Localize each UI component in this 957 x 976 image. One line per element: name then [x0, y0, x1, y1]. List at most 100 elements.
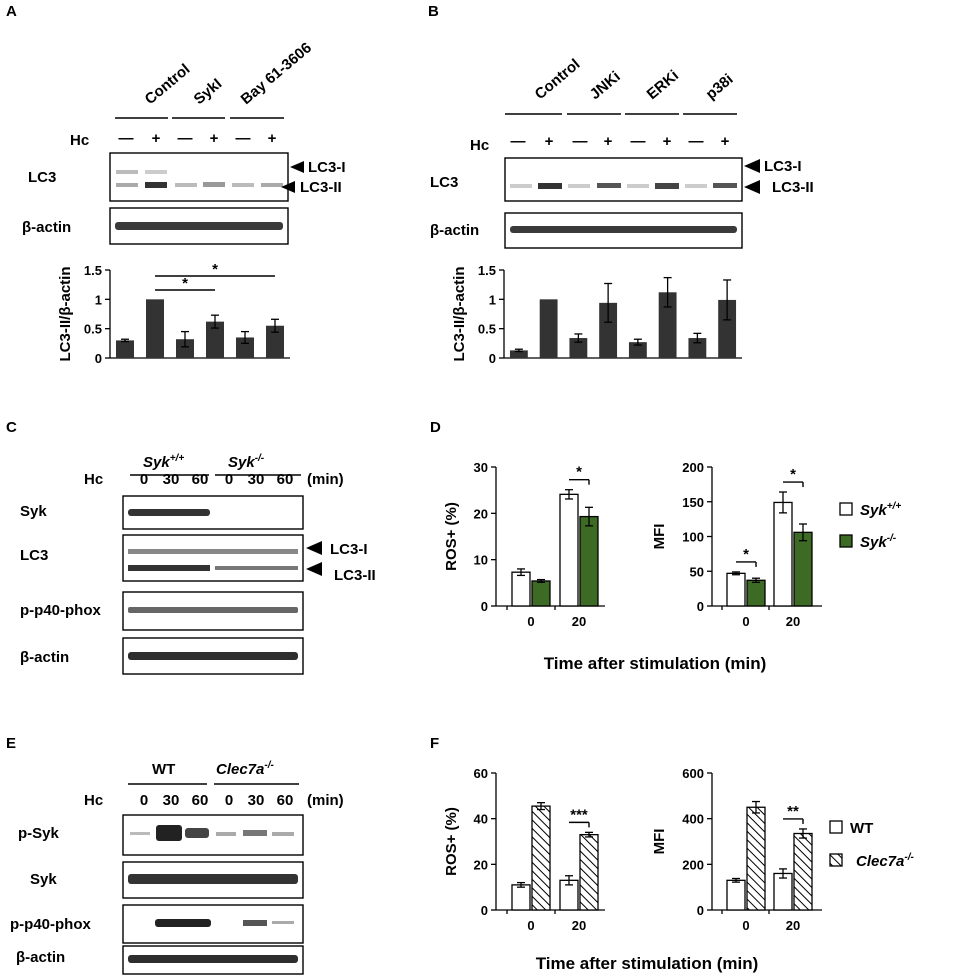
band	[130, 832, 150, 835]
chart-f-mfi: 0 200 400 600 MFI 0 20 **	[651, 766, 822, 933]
chart-f1-ytick-label: 0	[481, 903, 488, 918]
e-time: 30	[248, 792, 265, 809]
significance-label: **	[787, 803, 799, 820]
b-group-p38i: p38i	[703, 71, 737, 103]
a-blot-lc3	[109, 152, 289, 202]
b-hc-sign: —	[689, 133, 704, 150]
f-xlabel: Time after stimulation (min)	[536, 954, 759, 973]
e-syk-band	[128, 874, 298, 884]
c-p40-band	[128, 607, 298, 613]
band	[713, 183, 737, 188]
a-blot-label-lc3: LC3	[28, 169, 56, 186]
legend-swatch-syk-ko	[839, 534, 853, 548]
b-group-control: Control	[532, 56, 584, 103]
a-blot-label-actin: β-actin	[22, 219, 71, 236]
chart-f1-ytick-label: 60	[474, 766, 488, 781]
c-time: 0	[140, 471, 148, 488]
c-lc3ii-band	[215, 566, 298, 570]
legend-swatch-clec7a	[829, 853, 843, 867]
significance-label: *	[576, 464, 582, 481]
bar	[628, 342, 647, 358]
band	[272, 832, 294, 836]
bar	[579, 515, 599, 607]
c-time: 30	[248, 471, 265, 488]
chart-d1-ytick-label: 20	[474, 506, 488, 521]
a-hc-label: Hc	[70, 132, 89, 149]
chart-d2-ylabel: MFI	[651, 524, 668, 550]
c-time: 60	[277, 471, 294, 488]
legend-label-syk-ko: Syk-/-	[860, 533, 897, 551]
chart-d2-ytick-label: 200	[682, 460, 704, 475]
c-group-syk-wt: Syk+/+	[143, 453, 184, 471]
panel-c-letter: C	[6, 419, 17, 436]
band	[175, 183, 197, 187]
e-hc-label: Hc	[84, 792, 103, 809]
bar	[509, 350, 528, 358]
band	[272, 921, 294, 924]
f-legend: WT Clec7a-/-	[829, 820, 914, 870]
band	[203, 182, 225, 187]
b-hc-sign: —	[631, 133, 646, 150]
a-marker-lc3i: LC3-I	[308, 159, 346, 176]
chart-d-mfi: 0 50 100 150 200 MFI 0 20 * *	[651, 460, 822, 629]
chart-d1-ytick-label: 0	[481, 599, 488, 614]
c-arrow-lc3i	[306, 541, 322, 555]
bar	[511, 571, 531, 607]
e-time: 30	[163, 792, 180, 809]
c-unit: (min)	[307, 471, 344, 488]
chart-b-ylabel: LC3-II/β-actin	[451, 267, 468, 362]
band	[627, 184, 649, 188]
chart-a: 0 0.5 1 1.5 LC3-II/β-actin * *	[57, 261, 290, 366]
c-time: 30	[163, 471, 180, 488]
b-group-erki: ERKi	[644, 67, 682, 103]
chart-d2-ytick-label: 150	[682, 495, 704, 510]
chart-d2-ytick-label: 50	[690, 564, 704, 579]
c-lc3i-band	[128, 549, 298, 554]
bar	[206, 321, 224, 358]
legend-swatch-wt	[829, 820, 843, 834]
band	[261, 183, 283, 187]
band	[597, 183, 621, 188]
a-group-syki: SykI	[191, 75, 226, 108]
significance-label: *	[790, 466, 796, 483]
panel-d-letter: D	[430, 419, 441, 436]
chart-b-ytick-label: 0	[489, 351, 496, 366]
chart-f2-ylabel: MFI	[651, 829, 668, 855]
panel-a-letter: A	[6, 3, 17, 20]
b-hc-label: Hc	[470, 137, 489, 154]
bar	[718, 299, 737, 358]
x-tick-label: 20	[786, 918, 800, 933]
e-unit: (min)	[307, 792, 344, 809]
band	[538, 183, 562, 189]
x-tick-label: 20	[786, 614, 800, 629]
b-marker-lc3ii: LC3-II	[772, 179, 814, 196]
x-tick-label: 0	[527, 918, 534, 933]
e-group-wt: WT	[152, 761, 175, 778]
a-hc-sign: —	[119, 130, 134, 147]
c-time: 0	[225, 471, 233, 488]
c-actin-band	[128, 652, 298, 660]
b-blot-label-lc3: LC3	[430, 174, 458, 191]
bar	[793, 832, 813, 911]
bar	[266, 325, 284, 358]
a-hc-sign: +	[152, 130, 161, 147]
b-hc-sign: —	[573, 133, 588, 150]
b-arrow-lc3i	[744, 159, 760, 173]
legend-swatch-syk-wt	[839, 502, 853, 516]
bar	[539, 299, 558, 358]
panel-f-letter: F	[430, 735, 439, 752]
chart-a-ytick-label: 0.5	[84, 322, 102, 337]
bar	[773, 872, 793, 911]
bar	[773, 501, 793, 607]
e-time: 60	[192, 792, 209, 809]
c-blot-lc3	[122, 534, 304, 582]
chart-d2-ytick-label: 100	[682, 530, 704, 545]
band	[655, 183, 679, 189]
chart-b: 0 0.5 1 1.5 LC3-II/β-actin	[451, 263, 742, 366]
e-time: 0	[140, 792, 148, 809]
bar	[579, 834, 599, 911]
b-blot-label-actin: β-actin	[430, 222, 479, 239]
chart-d1-ytick-label: 30	[474, 460, 488, 475]
c-marker-lc3i: LC3-I	[330, 541, 368, 558]
band	[185, 828, 209, 838]
